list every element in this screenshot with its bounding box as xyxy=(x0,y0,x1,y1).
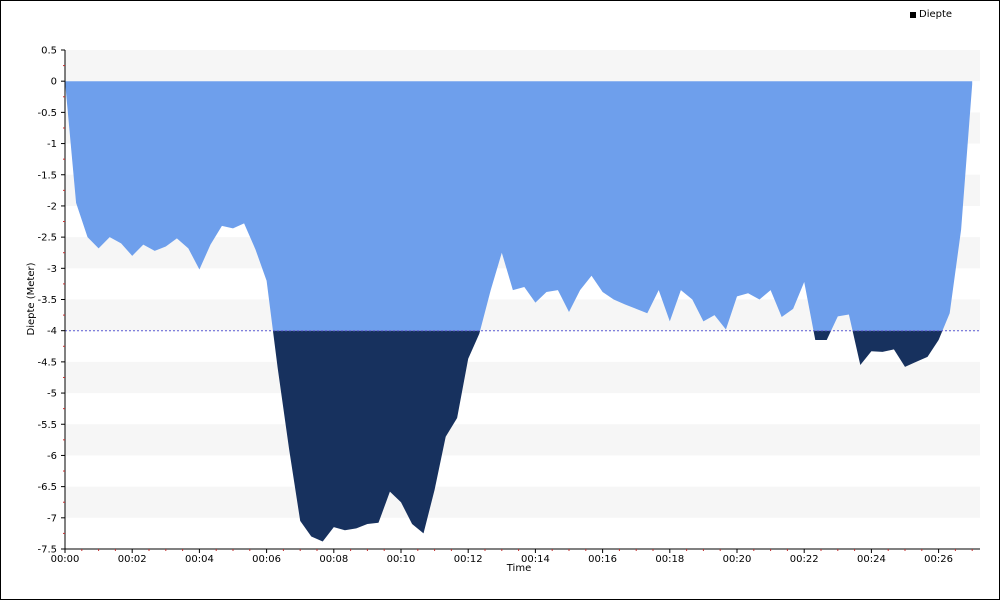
x-tick-label: 00:16 xyxy=(588,554,617,565)
grid-band xyxy=(65,50,980,82)
x-tick-label: 00:26 xyxy=(924,554,953,565)
x-tick-label: 00:04 xyxy=(185,554,214,565)
x-tick-label: 00:00 xyxy=(51,554,80,565)
grid-band xyxy=(65,424,980,456)
y-tick-label: -3 xyxy=(47,264,57,275)
area-below-threshold xyxy=(272,330,943,542)
y-tick-label: -1 xyxy=(47,139,57,150)
x-tick-label: 00:02 xyxy=(118,554,147,565)
x-tick-label: 00:24 xyxy=(857,554,886,565)
x-axis-label: Time xyxy=(506,563,531,574)
y-axis-label: Diepte (Meter) xyxy=(26,262,37,335)
y-tick-label: -2.5 xyxy=(37,233,57,244)
legend: Diepte xyxy=(910,9,952,20)
area-above-threshold xyxy=(65,81,973,331)
y-tick-label: -7 xyxy=(47,513,57,524)
y-tick-label: -6 xyxy=(47,451,57,462)
y-tick-label: -3.5 xyxy=(37,295,57,306)
y-tick-label: -4 xyxy=(47,326,57,337)
y-tick-label: -5 xyxy=(47,389,57,400)
y-tick-label: 0 xyxy=(51,77,57,88)
y-tick-label: -0.5 xyxy=(37,108,57,119)
y-tick-label: 0.5 xyxy=(41,46,57,57)
y-tick-label: -4.5 xyxy=(37,357,57,368)
x-tick-label: 00:20 xyxy=(723,554,752,565)
x-axis-ticks: 00:00 00:02 00:04 00:06 00:08 00:10 00:12 00:14… xyxy=(51,549,973,565)
y-tick-label: -6.5 xyxy=(37,482,57,493)
legend-label: Diepte xyxy=(919,9,953,20)
y-axis-ticks: 0.5 0 -0.5 -1 -1.5 -2 -2.5 -3 -3.5 -4 -4.5 -5 -5.5 -6… xyxy=(37,46,65,556)
y-tick-label: -1.5 xyxy=(37,170,57,181)
legend-swatch xyxy=(910,11,916,18)
y-tick-label: -2 xyxy=(47,201,57,212)
x-tick-label: 00:18 xyxy=(655,554,684,565)
x-tick-label: 00:10 xyxy=(387,554,416,565)
grid-band xyxy=(65,361,980,394)
depth-area xyxy=(65,81,973,542)
x-tick-label: 00:06 xyxy=(252,554,281,565)
x-tick-label: 00:14 xyxy=(521,554,550,565)
grid-band xyxy=(65,486,980,518)
x-tick-label: 00:08 xyxy=(319,554,348,565)
x-tick-label: 00:22 xyxy=(790,554,819,565)
y-tick-label: -5.5 xyxy=(37,420,57,431)
x-tick-label: 00:12 xyxy=(454,554,483,565)
y-tick-label: -7.5 xyxy=(37,545,57,556)
